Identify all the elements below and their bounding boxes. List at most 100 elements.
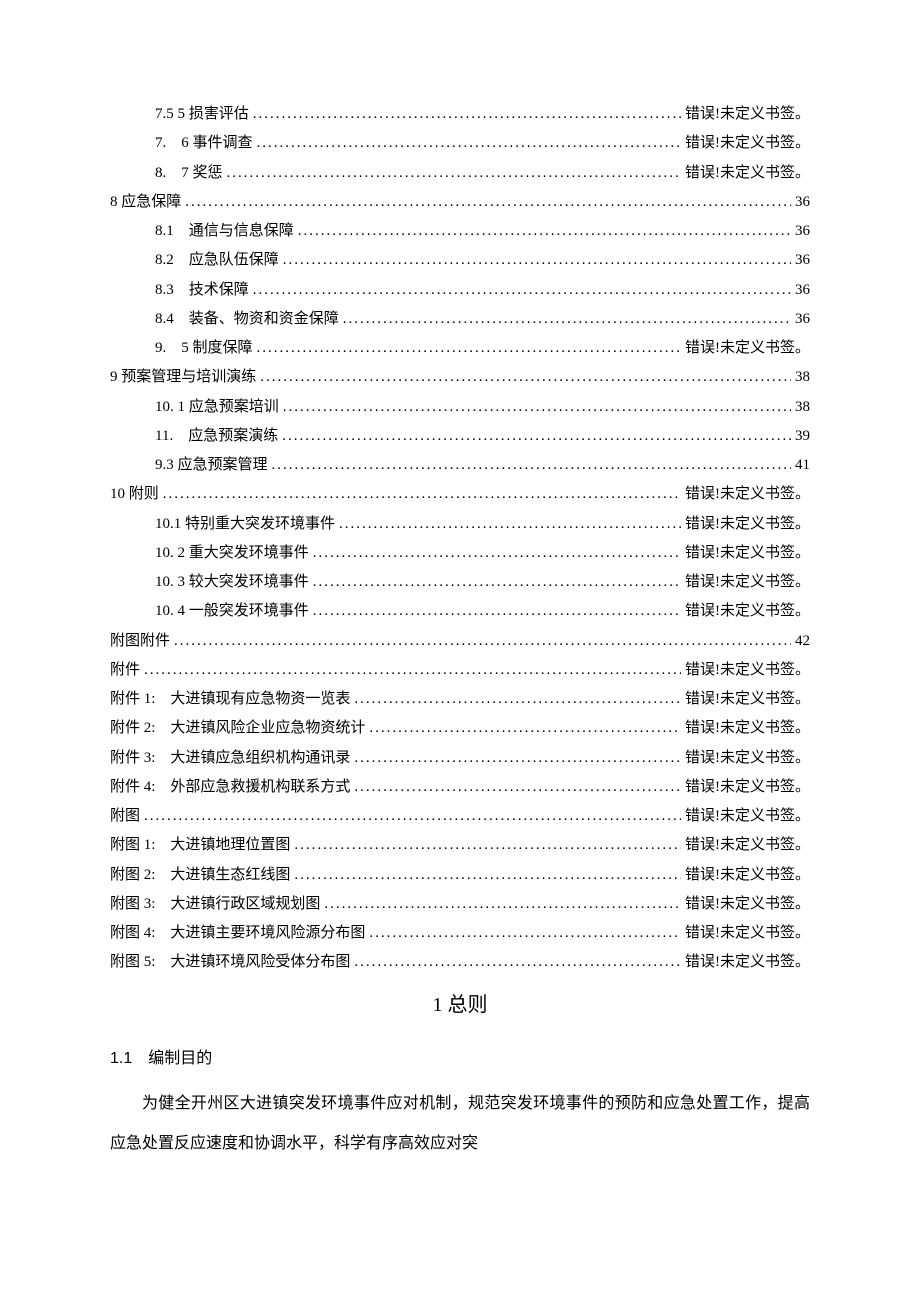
toc-leader	[282, 422, 791, 451]
toc-leader	[253, 276, 791, 305]
toc-label: 8.4 装备、物资和资金保障	[155, 305, 339, 334]
toc-entry: 8.3 技术保障 36	[110, 276, 810, 305]
toc-label: 附图 4: 大进镇主要环境风险源分布图	[110, 919, 365, 948]
toc-label: 附件 3: 大进镇应急组织机构通讯录	[110, 744, 350, 773]
toc-page: 错误!未定义书签。	[685, 744, 810, 773]
toc-label: 11. 应急预案演练	[155, 422, 278, 451]
toc-page: 错误!未定义书签。	[685, 831, 810, 860]
toc-label: 10. 3 较大突发环境事件	[155, 568, 309, 597]
toc-leader	[163, 480, 681, 509]
toc-entry: 10. 2 重大突发环境事件 错误!未定义书签。	[110, 539, 810, 568]
toc-label: 附件	[110, 656, 140, 685]
toc-leader	[369, 714, 681, 743]
toc-page: 错误!未定义书签。	[685, 159, 810, 188]
toc-leader	[339, 510, 681, 539]
toc-leader	[253, 100, 681, 129]
toc-leader	[260, 363, 791, 392]
body-paragraph: 为健全开州区大进镇突发环境事件应对机制，规范突发环境事件的预防和应急处置工作，提…	[110, 1084, 810, 1164]
toc-leader	[257, 334, 681, 363]
toc-entry: 附件 3: 大进镇应急组织机构通讯录 错误!未定义书签。	[110, 744, 810, 773]
toc-entry: 附图 5: 大进镇环境风险受体分布图错误!未定义书签。	[110, 948, 810, 977]
toc-label: 10. 2 重大突发环境事件	[155, 539, 309, 568]
toc-label: 附图 1: 大进镇地理位置图	[110, 831, 290, 860]
toc-entry: 7. 6 事件调查 错误!未定义书签。	[110, 129, 810, 158]
toc-leader	[283, 246, 791, 275]
toc-leader	[144, 656, 681, 685]
toc-entry: 8.2 应急队伍保障36	[110, 246, 810, 275]
section-subheading: 1.1 编制目的	[110, 1043, 810, 1074]
toc-label: 7. 6 事件调查	[155, 129, 253, 158]
toc-entry: 9.3 应急预案管理 41	[110, 451, 810, 480]
toc-entry: 附图 4: 大进镇主要环境风险源分布图 错误!未定义书签。	[110, 919, 810, 948]
toc-entry: 附件错误!未定义书签。	[110, 656, 810, 685]
toc-label: 附件 4: 外部应急救援机构联系方式	[110, 773, 350, 802]
toc-page: 36	[795, 276, 810, 305]
toc-entry: 10 附则 错误!未定义书签。	[110, 480, 810, 509]
toc-leader	[185, 188, 791, 217]
toc-leader	[144, 802, 681, 831]
toc-leader	[294, 861, 681, 890]
toc-label: 8.3 技术保障	[155, 276, 249, 305]
toc-page: 错误!未定义书签。	[685, 100, 810, 129]
toc-page: 错误!未定义书签。	[685, 597, 810, 626]
toc-entry: 附件 2: 大进镇风险企业应急物资统计 错误!未定义书签。	[110, 714, 810, 743]
toc-entry: 附图附件42	[110, 627, 810, 656]
toc-label: 附件 1: 大进镇现有应急物资一览表	[110, 685, 350, 714]
toc-page: 36	[795, 217, 810, 246]
toc-entry: 10. 3 较大突发环境事件 错误!未定义书签。	[110, 568, 810, 597]
toc-entry: 9 预案管理与培训演练38	[110, 363, 810, 392]
toc-label: 8. 7 奖惩	[155, 159, 223, 188]
toc-page: 36	[795, 188, 810, 217]
toc-leader	[227, 159, 681, 188]
toc-label: 10. 4 一般突发环境事件	[155, 597, 309, 626]
toc-entry: 8. 7 奖惩 错误!未定义书签。	[110, 159, 810, 188]
toc-label: 附图 3: 大进镇行政区域规划图	[110, 890, 320, 919]
toc-page: 错误!未定义书签。	[685, 480, 810, 509]
toc-page: 错误!未定义书签。	[685, 568, 810, 597]
toc-entry: 10. 1 应急预案培训 38	[110, 393, 810, 422]
toc-entry: 10. 4 一般突发环境事件 错误!未定义书签。	[110, 597, 810, 626]
toc-leader	[313, 597, 681, 626]
toc-leader	[343, 305, 791, 334]
toc-page: 错误!未定义书签。	[685, 129, 810, 158]
toc-leader	[354, 744, 681, 773]
toc-label: 8 应急保障	[110, 188, 181, 217]
toc-entry: 10.1 特别重大突发环境事件 错误!未定义书签。	[110, 510, 810, 539]
toc-label: 附图 5: 大进镇环境风险受体分布图	[110, 948, 350, 977]
toc-page: 36	[795, 246, 810, 275]
toc-leader	[369, 919, 681, 948]
section-title: 1 总则	[110, 986, 810, 1025]
toc-label: 10 附则	[110, 480, 159, 509]
toc-page: 41	[795, 451, 810, 480]
toc-page: 错误!未定义书签。	[685, 919, 810, 948]
toc-label: 8.1 通信与信息保障	[155, 217, 294, 246]
toc-label: 10.1 特别重大突发环境事件	[155, 510, 335, 539]
toc-page: 错误!未定义书签。	[685, 334, 810, 363]
toc-label: 9.3 应急预案管理	[155, 451, 268, 480]
toc-entry: 8 应急保障 36	[110, 188, 810, 217]
toc-page: 错误!未定义书签。	[685, 714, 810, 743]
toc-label: 10. 1 应急预案培训	[155, 393, 279, 422]
toc-label: 附图	[110, 802, 140, 831]
toc-entry: 8.1 通信与信息保障 36	[110, 217, 810, 246]
toc-page: 错误!未定义书签。	[685, 685, 810, 714]
toc-leader	[257, 129, 681, 158]
toc-leader	[313, 568, 681, 597]
toc-entry: 附图 错误!未定义书签。	[110, 802, 810, 831]
toc-page: 错误!未定义书签。	[685, 510, 810, 539]
toc-entry: 附图 3: 大进镇行政区域规划图错误!未定义书签。	[110, 890, 810, 919]
toc-label: 附图 2: 大进镇生态红线图	[110, 861, 290, 890]
toc-label: 附件 2: 大进镇风险企业应急物资统计	[110, 714, 365, 743]
toc-page: 38	[795, 363, 810, 392]
toc-leader	[324, 890, 681, 919]
toc-page: 错误!未定义书签。	[685, 539, 810, 568]
toc-entry: 11. 应急预案演练39	[110, 422, 810, 451]
toc-page: 38	[795, 393, 810, 422]
toc-leader	[313, 539, 681, 568]
toc-entry: 8.4 装备、物资和资金保障36	[110, 305, 810, 334]
toc-leader	[354, 773, 681, 802]
toc-page: 错误!未定义书签。	[685, 802, 810, 831]
toc-page: 42	[795, 627, 810, 656]
toc-leader	[283, 393, 791, 422]
toc-entry: 7.5 5 损害评估错误!未定义书签。	[110, 100, 810, 129]
